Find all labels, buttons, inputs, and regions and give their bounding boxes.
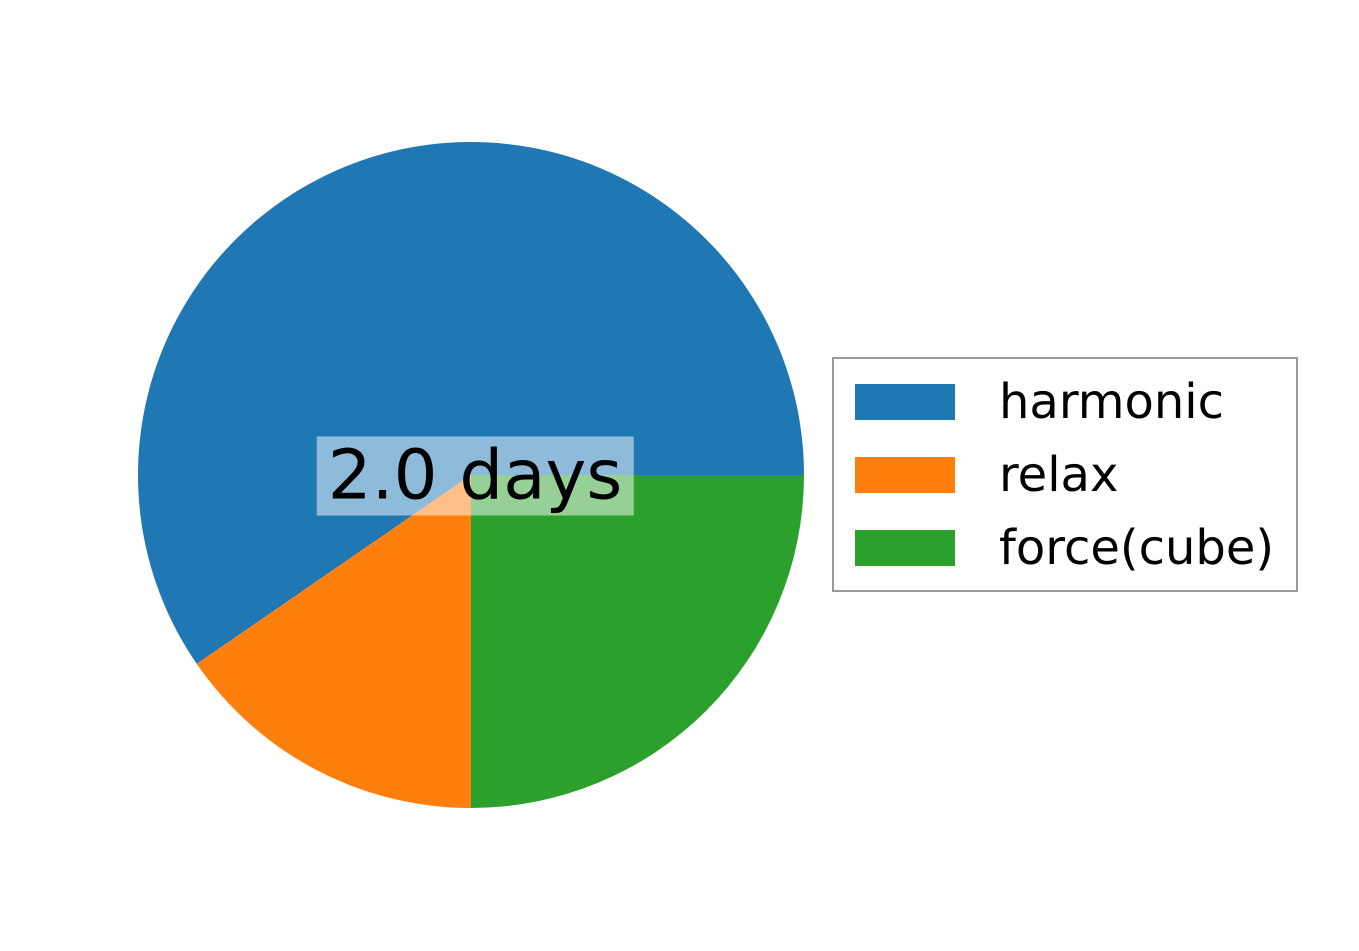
legend-swatch-harmonic <box>855 383 955 420</box>
legend-item-relax: relax <box>855 438 1296 511</box>
legend-item-harmonic: harmonic <box>855 365 1296 438</box>
legend-swatch-force-cube- <box>855 529 955 566</box>
legend-label-relax: relax <box>999 446 1119 503</box>
legend-swatch-relax <box>855 456 955 493</box>
pie-slice-force-cube- <box>471 475 804 808</box>
legend-label-force-cube-: force(cube) <box>999 519 1275 576</box>
legend: harmonic relax force(cube) <box>832 357 1298 592</box>
pie-slice-harmonic <box>138 142 805 664</box>
legend-item-force-cube-: force(cube) <box>855 511 1296 584</box>
legend-label-harmonic: harmonic <box>999 373 1224 430</box>
pie-center-total-label: 2.0 days <box>316 436 634 516</box>
pie-slice-relax <box>196 475 471 808</box>
